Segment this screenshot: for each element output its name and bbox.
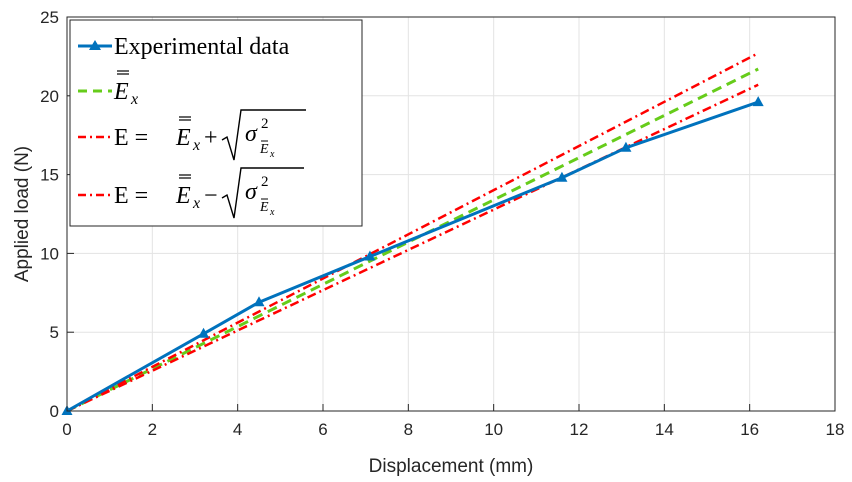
x-tick-label: 2 [148,420,157,439]
x-tick-label: 16 [740,420,759,439]
legend-mean-symbol: E [113,79,129,105]
legend-marker-triangle [89,40,101,50]
legend-lower-symbol: E [175,183,191,209]
x-tick-label: 14 [655,420,674,439]
legend-lower-sub-e: E [259,200,269,215]
y-tick-label: 10 [40,244,59,263]
legend-box [69,19,363,227]
series-line-2 [66,52,759,413]
axes-box [66,16,836,412]
legend-lower-sqrt [221,167,304,219]
legend-entry-lower: E = E x − σ 2 E x [78,167,304,219]
x-tick-label: 10 [484,420,503,439]
legend-upper-operator: + [204,125,218,151]
legend-lower-sub-x: x [269,207,275,218]
legend-lower-subscript: x [192,195,200,212]
data-point [364,250,376,261]
legend-lower-sigma: σ [245,179,258,205]
tick-labels: 0 2 4 6 8 10 12 14 16 18 0 5 10 15 20 25 [40,8,844,439]
data-point [620,141,632,152]
legend-lower-operator: − [204,183,218,209]
legend-upper-symbol: E [175,125,191,151]
y-tick-label: 15 [40,166,59,185]
y-axis-label: Applied load (N) [12,146,33,282]
legend-lower-sup: 2 [261,174,269,190]
legend-upper-sqrt [221,109,306,161]
legend-upper-sup: 2 [261,116,269,132]
x-tick-label: 12 [570,420,589,439]
data-point [556,171,568,182]
legend-lower-prefix: E = [114,183,148,209]
legend-entry-experimental: Experimental data [78,34,290,60]
x-tick-label: 8 [404,420,413,439]
x-tick-label: 6 [318,420,327,439]
legend-entry-mean: E x [78,70,138,108]
legend-upper-sub-x: x [269,149,275,160]
legend-mean-subscript: x [130,91,138,108]
legend-upper-sigma: σ [245,121,258,147]
x-tick-label: 18 [826,420,845,439]
legend-upper-subscript: x [192,137,200,154]
legend-label-experimental: Experimental data [114,34,290,60]
y-tick-label: 0 [50,402,59,421]
x-tick-label: 4 [233,420,242,439]
data-point [253,296,265,307]
legend-entry-upper: E = E x + σ 2 E x [78,109,306,161]
legend: Experimental data E x E = E x + σ 2 E x [69,19,363,227]
y-tick-label: 20 [40,87,59,106]
data-point [752,96,764,107]
x-axis-label: Displacement (mm) [369,456,534,477]
y-tick-label: 5 [50,323,59,342]
series-line-3 [66,83,759,413]
legend-upper-sub-e: E [259,142,269,157]
y-tick-label: 25 [40,8,59,27]
data-point [198,327,210,338]
x-tick-label: 0 [62,420,71,439]
legend-upper-prefix: E = [114,125,148,151]
series-layer [61,52,764,415]
